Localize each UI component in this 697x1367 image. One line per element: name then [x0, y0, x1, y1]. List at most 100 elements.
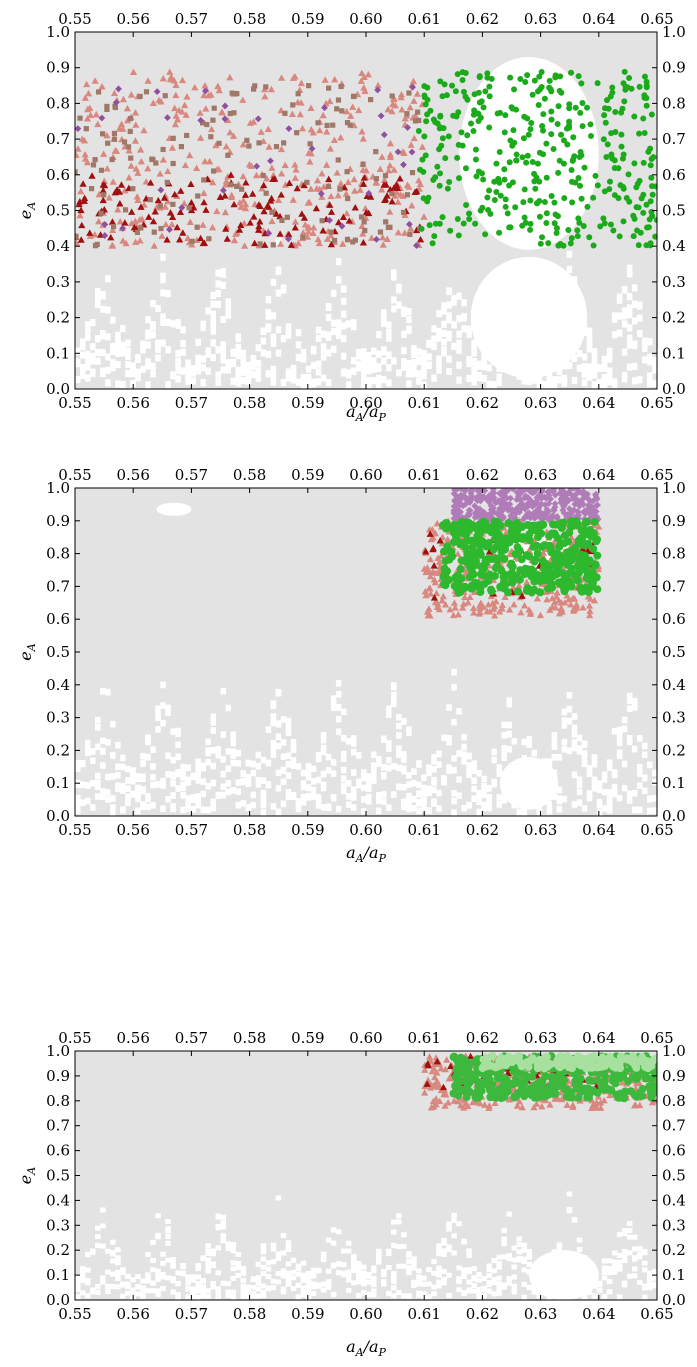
stable-cell: [466, 771, 472, 779]
stable-cell: [436, 1247, 442, 1253]
stable-cell: [155, 1288, 161, 1294]
point-series-4: [514, 549, 523, 558]
x-tick-label-top: 0.61: [407, 10, 440, 28]
stable-cell: [260, 777, 267, 784]
point-series-5: [636, 177, 643, 184]
stable-cell: [90, 1289, 96, 1295]
stable-cell: [631, 1266, 638, 1272]
stable-cell: [481, 791, 487, 799]
stable-cell: [320, 770, 327, 778]
stable-cell: [105, 366, 111, 374]
stable-cell: [250, 760, 257, 768]
point-series-1: [397, 90, 406, 98]
stable-cell: [421, 796, 427, 804]
point-series-5: [454, 215, 461, 222]
stable-cell: [140, 773, 146, 781]
point-series-5: [566, 118, 573, 125]
point-series-2: [393, 184, 402, 191]
point-series-5: [587, 132, 594, 139]
point-series-1: [498, 601, 506, 609]
stable-cell: [165, 1257, 171, 1263]
stable-cell: [626, 735, 633, 742]
stable-cell: [265, 1260, 272, 1266]
point-series-1: [307, 149, 315, 157]
stable-cell: [596, 786, 603, 794]
point-series-3: [461, 488, 469, 495]
stable-cell: [225, 704, 232, 712]
stable-cell: [95, 1242, 101, 1248]
point-series-5: [615, 195, 622, 202]
point-series-5: [615, 165, 622, 172]
stable-cell: [506, 1256, 512, 1262]
stable-cell: [235, 347, 242, 355]
point-series-3: [94, 241, 100, 247]
point-series-5: [551, 220, 558, 227]
point-series-1: [411, 112, 420, 119]
point-series-3: [409, 169, 416, 176]
stable-cell: [421, 800, 427, 808]
point-series-5: [455, 141, 462, 148]
data-points: [421, 1052, 657, 1111]
stable-cell: [501, 1282, 507, 1288]
stable-cell: [295, 1263, 302, 1269]
y-tick-label: 0.7: [46, 577, 70, 595]
point-series-3: [335, 157, 341, 163]
stable-cell: [265, 1274, 272, 1280]
stable-cell: [441, 307, 447, 315]
point-series-3: [257, 241, 263, 247]
stable-cell: [125, 777, 131, 784]
stable-cell: [576, 364, 583, 372]
point-series-2: [411, 188, 419, 196]
point-series-1: [416, 180, 424, 188]
stable-cell: [275, 769, 282, 777]
stable-cell: [606, 807, 613, 814]
stable-cell: [285, 788, 292, 796]
point-series-3: [466, 499, 474, 506]
point-series-5: [502, 203, 509, 210]
stable-cell: [571, 1216, 578, 1222]
stable-cell: [360, 348, 367, 356]
point-series-1: [109, 226, 117, 234]
stable-cell: [606, 355, 613, 363]
point-series-5: [577, 182, 584, 189]
stable-cell: [621, 725, 628, 733]
point-series-1: [546, 606, 554, 613]
point-series-1: [361, 87, 369, 94]
stable-cell: [591, 781, 598, 789]
stable-cell: [360, 380, 367, 388]
stable-cell: [371, 365, 377, 373]
stable-cell: [250, 791, 257, 799]
stable-cell: [396, 286, 402, 294]
point-series-1: [525, 606, 533, 613]
stable-cell: [596, 1287, 603, 1293]
stable-cell: [371, 1278, 377, 1284]
stable-cell: [501, 745, 507, 752]
stable-cell: [491, 756, 497, 764]
stable-cell: [521, 1267, 528, 1273]
y-tick-label: 0.8: [46, 94, 70, 112]
stable-cell: [626, 341, 633, 349]
point-series-1: [297, 99, 305, 106]
stable-cell: [300, 1260, 307, 1266]
stable-cell: [150, 300, 156, 308]
point-series-1: [483, 607, 491, 615]
stable-cell: [90, 757, 96, 764]
point-series-5: [495, 175, 502, 182]
stable-cell: [596, 780, 603, 787]
stable-cell: [646, 338, 653, 346]
stable-cell: [401, 765, 407, 772]
point-series-5: [641, 130, 648, 137]
point-series-2: [285, 179, 294, 186]
stable-cell: [190, 772, 196, 780]
point-series-4: [525, 536, 534, 545]
point-series-5: [561, 195, 568, 202]
stable-cell: [546, 807, 553, 815]
point-series-5: [647, 198, 654, 205]
stable-cell: [371, 770, 377, 778]
point-series-2: [76, 197, 84, 205]
stable-cell: [240, 368, 247, 376]
point-series-2: [255, 222, 263, 230]
point-series-3: [389, 190, 395, 197]
stable-cell: [366, 1291, 372, 1297]
point-series-1: [426, 555, 435, 563]
